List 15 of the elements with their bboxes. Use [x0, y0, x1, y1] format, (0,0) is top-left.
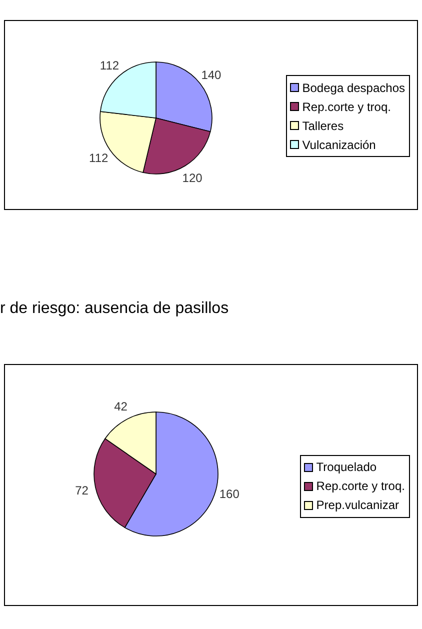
data-label: 120 — [182, 170, 203, 185]
legend-label: Vulcanización — [302, 138, 376, 152]
legend-label: Talleres — [302, 118, 344, 132]
data-label: 112 — [100, 58, 120, 73]
data-label: 140 — [201, 68, 222, 82]
data-label: 160 — [219, 486, 240, 501]
data-label: 72 — [75, 483, 89, 498]
legend-label: Troquelado — [316, 460, 377, 474]
legend-label: Prep.vulcanizar — [316, 498, 399, 512]
legend-label: Bodega despachos — [302, 80, 405, 94]
legend-label: Rep.corte y troq. — [302, 100, 391, 114]
legend-label: Rep.corte y troq. — [316, 479, 405, 493]
data-label: 112 — [89, 151, 109, 166]
data-label: 42 — [114, 400, 128, 414]
chart-title: r de riesgo: ausencia de pasillos — [0, 299, 230, 319]
